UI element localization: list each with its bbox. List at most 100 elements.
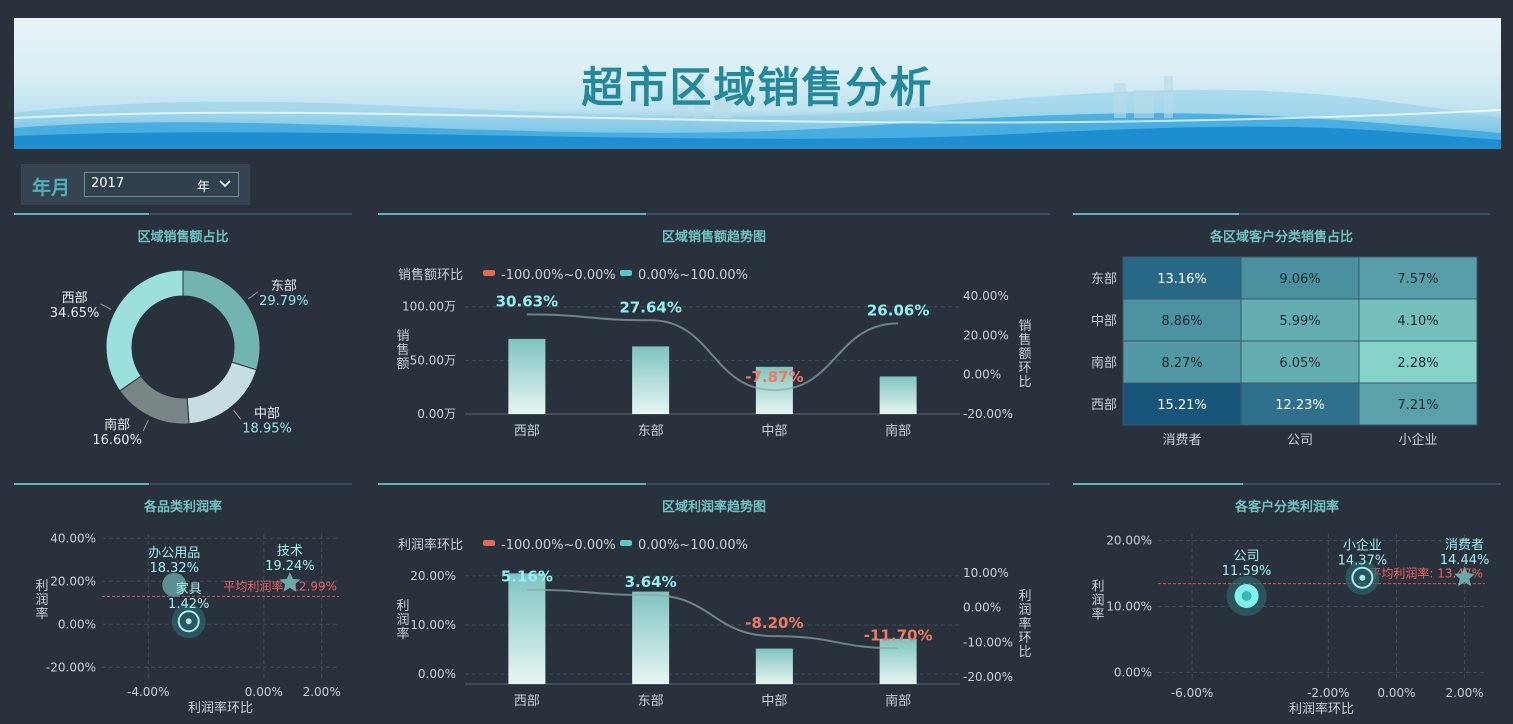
y2-tick-label: 0.00% xyxy=(963,368,1001,382)
y-tick-label: 20.00% xyxy=(50,574,96,588)
heatmap-cell xyxy=(1240,298,1360,342)
rate-data-label: 27.64% xyxy=(619,298,681,316)
x-axis-label: 利润率环比 xyxy=(1289,701,1354,717)
legend-swatch-negative xyxy=(483,540,495,546)
y-axis-label: 销 xyxy=(396,329,409,344)
x-tick-label: 南部 xyxy=(885,423,911,439)
y-axis-label: 利 xyxy=(1091,580,1104,595)
x-tick-label: -4.00% xyxy=(127,685,169,699)
rate-line xyxy=(526,313,899,392)
y2-axis-label: 润 xyxy=(1018,603,1031,618)
x-axis-label: 利润率环比 xyxy=(188,700,253,716)
rate-data-label: 30.63% xyxy=(496,292,558,310)
y-axis-label: 润 xyxy=(35,593,48,608)
legend-label-positive: 0.00%~100.00% xyxy=(638,538,748,553)
bar xyxy=(755,648,793,684)
scatter-point-circle xyxy=(162,572,187,597)
heatmap-cell-value: 6.05% xyxy=(1279,356,1320,371)
x-tick-label: 西部 xyxy=(514,694,540,709)
page-title: 超市区域销售分析 xyxy=(581,63,934,112)
legend-title: 利润率环比 xyxy=(398,537,463,553)
rate-data-label: -8.20% xyxy=(745,614,803,632)
region-sales-trend-chart: 销售额环比 -100.00%~0.00% 0.00%~100.00%100.00万5… xyxy=(396,267,1031,439)
banner-decoration xyxy=(14,76,1501,149)
y-tick-label: 10.00% xyxy=(410,618,456,632)
y2-tick-label: 10.00% xyxy=(963,566,1009,580)
y-tick-label: 0.00万 xyxy=(417,407,456,421)
scatter-point-name: 消费者 xyxy=(1445,538,1484,553)
year-select[interactable]: 2017 年 xyxy=(84,172,239,197)
heatmap-cell-value: 12.23% xyxy=(1275,398,1325,413)
donut-leader-line xyxy=(247,291,259,300)
heatmap-cell-value: 9.06% xyxy=(1279,272,1320,287)
x-tick-label: 南部 xyxy=(885,693,911,709)
legend-label-positive: 0.00%~100.00% xyxy=(638,268,748,283)
chevron-down-icon xyxy=(219,180,231,188)
heatmap-row-label: 西部 xyxy=(1091,398,1117,413)
rate-line xyxy=(526,588,899,650)
y-axis-label: 利 xyxy=(396,599,409,614)
donut-slice xyxy=(186,361,258,425)
x-tick-label: 西部 xyxy=(514,424,540,439)
y-axis-label: 润 xyxy=(396,613,409,628)
scatter-point-value: 1.42% xyxy=(168,597,209,612)
y2-tick-label: -20.00% xyxy=(963,670,1013,684)
donut-label-name: 东部 xyxy=(271,279,297,294)
donut-slice xyxy=(105,269,184,392)
panel-divider xyxy=(14,213,352,215)
y-tick-label: 0.00% xyxy=(418,667,456,681)
year-month-filter: 年月 2017 年 xyxy=(21,164,250,205)
panel-divider xyxy=(1073,483,1501,485)
donut-label-name: 南部 xyxy=(104,417,130,433)
heatmap-cell-value: 13.16% xyxy=(1157,272,1207,287)
y2-axis-label: 额 xyxy=(1018,347,1031,362)
donut-slice xyxy=(182,269,261,371)
y2-tick-label: 40.00% xyxy=(963,289,1009,303)
heatmap-cell xyxy=(1122,298,1242,342)
scatter-point-name: 公司 xyxy=(1234,549,1260,564)
scatter-point-value: 14.44% xyxy=(1440,553,1490,568)
heatmap-cell xyxy=(1240,340,1360,384)
region-profit-trend-chart: 利润率环比 -100.00%~0.00% 0.00%~100.00%20.00%10… xyxy=(396,537,1031,709)
y-axis-label: 额 xyxy=(396,357,409,372)
legend-title: 销售额环比 xyxy=(398,267,463,283)
region-sales-trend-title: 区域销售额趋势图 xyxy=(661,230,766,245)
heatmap-cell xyxy=(1358,382,1478,426)
legend-swatch-positive xyxy=(620,540,632,546)
filter-label: 年月 xyxy=(32,177,71,199)
heatmap-row-label: 中部 xyxy=(1091,314,1117,329)
heatmap-cell-value: 4.10% xyxy=(1397,314,1438,329)
y2-axis-label: 利 xyxy=(1018,589,1031,604)
donut-label-value: 34.65% xyxy=(50,306,100,321)
scatter-point-center xyxy=(185,618,192,625)
x-tick-label: 2.00% xyxy=(303,685,341,699)
heatmap-cell xyxy=(1240,256,1360,300)
heatmap-cell-value: 8.27% xyxy=(1161,356,1202,371)
y2-tick-label: -20.00% xyxy=(963,407,1013,421)
y-axis-label: 润 xyxy=(1091,594,1104,609)
heatmap-cell-value: 7.21% xyxy=(1397,398,1438,413)
y-axis-label: 率 xyxy=(1091,607,1104,623)
scatter-point-center xyxy=(1359,574,1366,581)
y2-axis-label: 环 xyxy=(1018,631,1031,646)
x-tick-label: 0.00% xyxy=(245,685,283,699)
scatter-point-ring xyxy=(1351,566,1374,589)
donut-leader-line xyxy=(100,303,112,310)
panel-divider xyxy=(14,483,352,485)
x-tick-label: 2.00% xyxy=(1446,686,1484,700)
scatter-point-name: 技术 xyxy=(277,544,303,559)
y2-axis-label: 比 xyxy=(1018,375,1031,390)
y-axis-label: 率 xyxy=(35,606,48,622)
heatmap-cell-value: 15.21% xyxy=(1157,398,1207,413)
x-tick-label: 东部 xyxy=(638,694,664,709)
scatter-point-value: 11.59% xyxy=(1222,564,1272,579)
heatmap-cell-value: 7.57% xyxy=(1397,272,1438,287)
heatmap-cell-value: 2.28% xyxy=(1397,356,1438,371)
y-axis-label: 利 xyxy=(35,579,48,594)
y2-tick-label: 0.00% xyxy=(963,601,1001,615)
year-value: 2017 xyxy=(91,176,125,191)
x-tick-label: 中部 xyxy=(761,424,787,439)
scatter-point-ring xyxy=(177,610,200,633)
rate-data-label: -7.87% xyxy=(745,368,803,386)
